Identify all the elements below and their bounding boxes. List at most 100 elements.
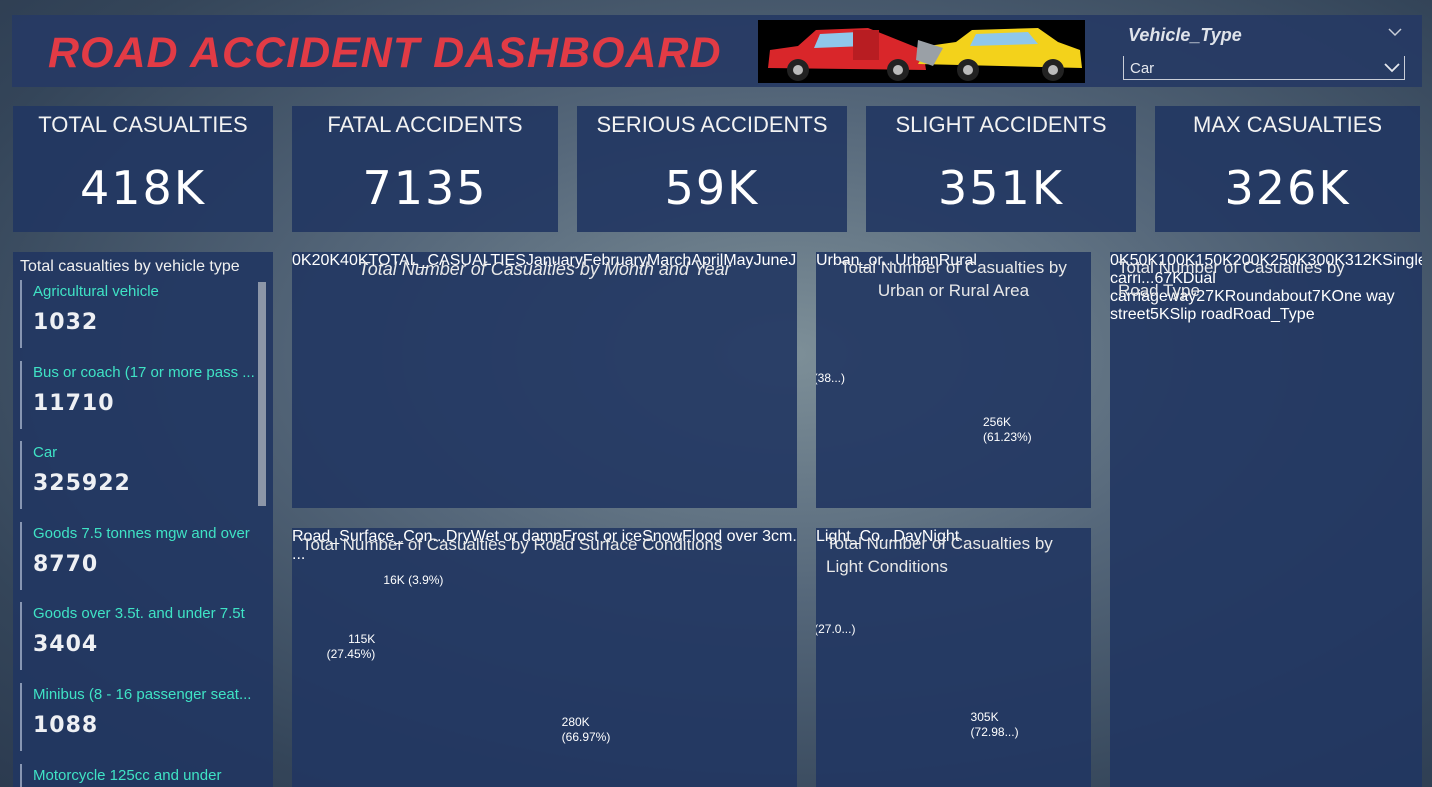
legend-label: Flood over 3cm. ...	[292, 528, 797, 563]
x-tick-label: Dual carriageway	[1110, 270, 1216, 305]
y-tick-label: 20K	[311, 252, 341, 269]
vehicle-value: 8770	[33, 551, 99, 577]
kpi-value: 351K	[938, 161, 1064, 215]
kpi-value: 418K	[80, 161, 206, 215]
data-label: 67K	[1154, 270, 1183, 287]
vehicle-value: 3404	[33, 632, 99, 658]
item-divider	[20, 521, 22, 590]
kpi-value: 59K	[664, 161, 760, 215]
chart-panel: 0K50K100K150K200K250K300K312KSingle carr…	[1110, 252, 1422, 787]
chart-title: Total Number of Casualties by Urban or R…	[840, 258, 1067, 300]
y-tick-label: 100K	[1158, 252, 1196, 269]
chart-panel: Light_Co...DayNight Total Number of Casua…	[816, 528, 1091, 787]
x-tick-label: April	[691, 252, 724, 269]
x-tick-label: May	[723, 252, 754, 269]
chart-title: Total Number of Casualties by Road Surfa…	[302, 535, 723, 554]
data-label: 305K (72.98...)	[970, 709, 1019, 739]
chart-title: Total Number of Casualties by Light Cond…	[826, 534, 1053, 576]
vehicle-value: 11710	[33, 390, 115, 416]
filter-collapse-icon[interactable]	[1388, 27, 1402, 37]
legend-label: Frost or ice	[562, 528, 643, 545]
data-label: 27K	[1196, 288, 1225, 305]
chart-panel: Road_Surface_Con...DryWet or dampFrost o…	[292, 528, 797, 787]
kpi-value: 326K	[1224, 161, 1351, 215]
data-label: 115K (27.45%)	[326, 631, 376, 661]
filter-value: Car	[1130, 60, 1155, 77]
legend-label: Dry	[445, 528, 471, 545]
header: ROAD ACCIDENT DASHBOARD Vehicle_Type Car	[12, 15, 1422, 87]
kpi-label: MAX CASUALTIES	[1192, 112, 1383, 137]
dropdown-chevron	[1384, 63, 1400, 73]
chart: Road_Surface_Con...DryWet or dampFrost o…	[292, 528, 797, 564]
x-axis-title: Road_Type	[1232, 306, 1315, 323]
kpi-value: 7135	[362, 161, 488, 215]
data-label: 312K	[1344, 252, 1383, 269]
data-label: 113K (27.0...)	[816, 622, 856, 637]
vehicle-name: Agricultural vehicle	[33, 283, 159, 300]
y-tick-label: 200K	[1232, 252, 1271, 269]
kpi-label: TOTAL CASUALTIES	[38, 112, 248, 137]
x-tick-label: Slip road	[1169, 306, 1233, 323]
kpi-card: SLIGHT ACCIDENTS 351K	[866, 106, 1136, 232]
kpi-card: FATAL ACCIDENTS 7135	[292, 106, 558, 232]
legend-label: Rural	[938, 252, 977, 269]
kpi-card: MAX CASUALTIES 326K	[1155, 106, 1420, 232]
data-label: 256K (61.23%)	[982, 415, 1032, 445]
vehicle-value: 1088	[33, 713, 99, 738]
legend-title: Urban_or...	[816, 252, 896, 269]
legend-label: Snow	[642, 528, 683, 545]
vehicle-name: Motorcycle 125cc and under	[33, 766, 222, 784]
legend-label: Urban	[895, 252, 939, 269]
legend-label: Night	[921, 528, 960, 545]
x-tick-label: July	[788, 252, 797, 269]
data-label: 280K (66.97%)	[561, 714, 611, 744]
item-divider	[20, 360, 22, 429]
car-illustration	[758, 20, 1085, 83]
legend-title: Light_Co...	[816, 528, 894, 545]
item-divider	[20, 602, 22, 671]
filter-label: Vehicle_Type	[1128, 25, 1242, 45]
y-tick-label: 0K	[292, 252, 312, 269]
data-label: 16K (3.9%)	[383, 573, 444, 588]
legend-title: Road_Surface_Con...	[292, 528, 446, 545]
kpi-label: SLIGHT ACCIDENTS	[895, 112, 1107, 137]
x-tick-label: Roundabout	[1224, 288, 1312, 305]
y-tick-label: 40K	[340, 252, 369, 269]
kpi-label: SERIOUS ACCIDENTS	[596, 112, 828, 137]
y-tick-label: 150K	[1195, 252, 1233, 269]
item-divider	[20, 280, 22, 348]
vehicle-name: Goods over 3.5t. and under 7.5t	[33, 605, 245, 623]
vehicle-name: Car	[33, 444, 58, 462]
y-tick-label: 250K	[1270, 252, 1308, 269]
y-tick-label: 300K	[1307, 252, 1345, 269]
y-tick-label: 50K	[1129, 252, 1159, 269]
chart: Urban_or...UrbanRural	[816, 252, 977, 270]
chart: 0K20K40KTOTAL_CASUALTIESJanuaryFebruary M…	[292, 252, 797, 270]
vehicle-name: Minibus (8 - 16 passenger seat...	[33, 686, 252, 703]
kpi-card: TOTAL CASUALTIES 418K	[13, 106, 273, 232]
legend-label: Day	[893, 528, 922, 545]
legend-label: Wet or damp	[470, 528, 563, 545]
dashboard-title: ROAD ACCIDENT DASHBOARD	[48, 29, 722, 77]
vehicle-list-panel: Total casualties by vehicle type Agricul…	[13, 252, 273, 787]
y-tick-label: 0K	[1110, 252, 1130, 269]
chart: 0K50K100K150K200K250K300K312KSingle carr…	[1110, 252, 1422, 324]
y-axis-title: TOTAL_CASUALTIES	[368, 252, 526, 269]
x-tick-label: January	[525, 252, 583, 269]
item-divider	[20, 683, 22, 751]
chart-panel: 0K20K40KTOTAL_CASUALTIESJanuaryFebruary M…	[292, 252, 797, 508]
x-tick-label: February	[582, 252, 647, 269]
kpi-card: SERIOUS ACCIDENTS 59K	[577, 106, 847, 232]
vehicle-name: Goods 7.5 tonnes mgw and over	[33, 524, 250, 542]
chart-panel: Urban_or...UrbanRural Total Number of Cas…	[816, 252, 1091, 508]
chart-title: Total Number of Casualties by Road Type	[1118, 258, 1345, 300]
scrollbar[interactable]	[258, 282, 266, 506]
chart: Light_Co...DayNight	[816, 528, 959, 546]
vehicle-value: 325922	[33, 471, 131, 497]
chart-title: Total Number of Casualties by Month and …	[358, 259, 731, 279]
filter-dropdown[interactable]: Car	[1123, 56, 1405, 80]
vehicle-value: 1032	[33, 310, 99, 335]
x-tick-label: June	[753, 252, 789, 269]
vehicle-list-title: Total casualties by vehicle type	[20, 258, 240, 275]
